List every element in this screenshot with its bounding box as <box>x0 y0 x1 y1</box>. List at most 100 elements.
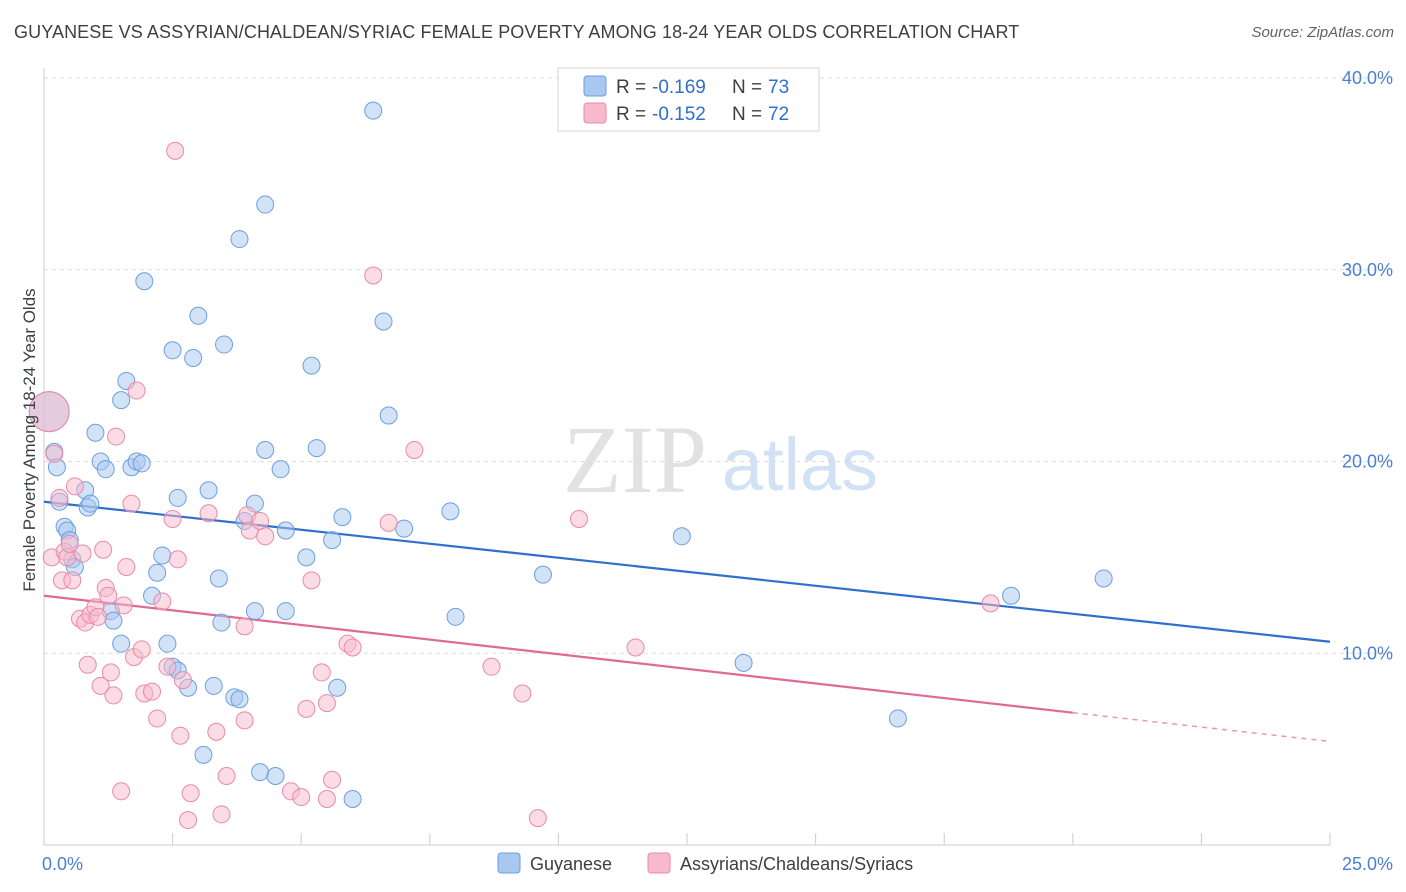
assyrian-point <box>323 770 342 789</box>
series-legend: Guyanese Assyrians/Chaldeans/Syriacs <box>497 852 913 874</box>
guyanese-point <box>158 634 177 653</box>
guyanese-point <box>215 335 234 354</box>
assyrian-point <box>73 544 92 563</box>
guyanese-point <box>104 611 123 630</box>
assyrian-point <box>235 711 254 730</box>
guyanese-point <box>672 527 691 546</box>
guyanese-point <box>81 494 100 513</box>
guyanese-point <box>374 312 393 331</box>
assyrian-point <box>104 686 123 705</box>
stats-r-value-1: -0.169 <box>652 77 706 98</box>
assyrian-point <box>28 391 70 433</box>
legend-label-guyanese: Guyanese <box>530 854 612 874</box>
assyrian-point <box>513 684 532 703</box>
assyrian-point <box>343 638 362 657</box>
data-points <box>28 101 1113 830</box>
guyanese-point <box>343 789 362 808</box>
guyanese-point <box>153 546 172 565</box>
y-tick-label-2: 30.0% <box>1342 260 1393 280</box>
guyanese-point <box>204 676 223 695</box>
assyrian-point <box>89 607 108 626</box>
assyrian-point <box>112 782 131 801</box>
assyrian-point <box>317 694 336 713</box>
guyanese-point <box>230 230 249 249</box>
guyanese-point <box>276 521 295 540</box>
assyrian-point <box>168 550 187 569</box>
legend-swatch-assyrians <box>647 852 671 874</box>
guyanese-point <box>132 454 151 473</box>
watermark-zip: ZIP <box>563 406 707 513</box>
guyanese-point <box>194 745 213 764</box>
assyrian-point <box>626 638 645 657</box>
guyanese-point <box>364 101 383 120</box>
assyrian-point <box>981 594 1000 613</box>
guyanese-point <box>446 607 465 626</box>
guyanese-point <box>256 440 275 459</box>
assyrian-point <box>217 766 236 785</box>
assyrian-point <box>94 540 113 559</box>
guyanese-point <box>323 531 342 550</box>
guyanese-point <box>328 678 347 697</box>
y-tick-label-3: 40.0% <box>1342 68 1393 88</box>
guyanese-point <box>230 690 249 709</box>
assyrian-point <box>122 494 141 513</box>
guyanese-point <box>168 488 187 507</box>
guyanese-point <box>276 602 295 621</box>
assyrian-point <box>235 617 254 636</box>
x-tick-label-0: 0.0% <box>42 854 83 874</box>
assyrian-point <box>212 805 231 824</box>
assyrian-point <box>117 557 136 576</box>
assyrian-point <box>65 477 84 496</box>
assyrian-point <box>528 809 547 828</box>
guyanese-point <box>441 502 460 521</box>
assyrian-point <box>63 571 82 590</box>
assyrian-point <box>158 657 177 676</box>
guyanese-point <box>86 423 105 442</box>
guyanese-point <box>184 348 203 367</box>
assyrian-point <box>256 527 275 546</box>
guyanese-point <box>297 548 316 567</box>
assyrian-point <box>166 141 185 160</box>
guyanese-point <box>333 508 352 527</box>
assyrian-point <box>292 788 311 807</box>
stats-r-label-2: R = <box>616 104 646 125</box>
x-tick-label-1: 25.0% <box>1342 854 1393 874</box>
legend-label-assyrians: Assyrians/Chaldeans/Syriacs <box>680 854 913 874</box>
stats-legend: R = -0.169 N = 73 R = -0.152 N = 72 <box>557 67 820 132</box>
stats-n-label-1: N = <box>732 77 762 98</box>
watermark: ZIP atlas <box>563 406 878 513</box>
guyanese-point <box>112 391 131 410</box>
y-tick-label-1: 20.0% <box>1342 452 1393 472</box>
guyanese-point <box>256 195 275 214</box>
guyanese-point <box>135 272 154 291</box>
guyanese-point <box>189 306 208 325</box>
guyanese-point <box>266 766 285 785</box>
assyrian-trend-line <box>43 594 1073 714</box>
assyrian-point <box>101 663 120 682</box>
y-tick-labels: 10.0% 20.0% 30.0% 40.0% <box>1342 68 1393 663</box>
assyrian-point <box>173 671 192 690</box>
chart-title: GUYANESE VS ASSYRIAN/CHALDEAN/SYRIAC FEM… <box>14 22 1020 42</box>
stats-legend-swatch-blue <box>583 75 607 97</box>
assyrian-point <box>60 534 79 553</box>
guyanese-point <box>209 569 228 588</box>
stats-n-label-2: N = <box>732 104 762 125</box>
assyrian-point <box>297 699 316 718</box>
guyanese-point <box>302 356 321 375</box>
guyanese-point <box>734 653 753 672</box>
guyanese-point <box>148 563 167 582</box>
axes <box>43 68 1331 846</box>
guyanese-point <box>96 460 115 479</box>
assyrian-point <box>405 440 424 459</box>
assyrian-point <box>127 381 146 400</box>
stats-n-value-1: 73 <box>768 77 789 98</box>
assyrian-point <box>45 444 64 463</box>
watermark-atlas: atlas <box>722 423 878 506</box>
guyanese-point <box>533 565 552 584</box>
assyrian-point <box>302 571 321 590</box>
assyrian-point <box>50 488 69 507</box>
x-tick-labels: 0.0% 25.0% <box>42 854 1393 874</box>
assyrian-point <box>163 510 182 529</box>
assyrian-point <box>91 676 110 695</box>
